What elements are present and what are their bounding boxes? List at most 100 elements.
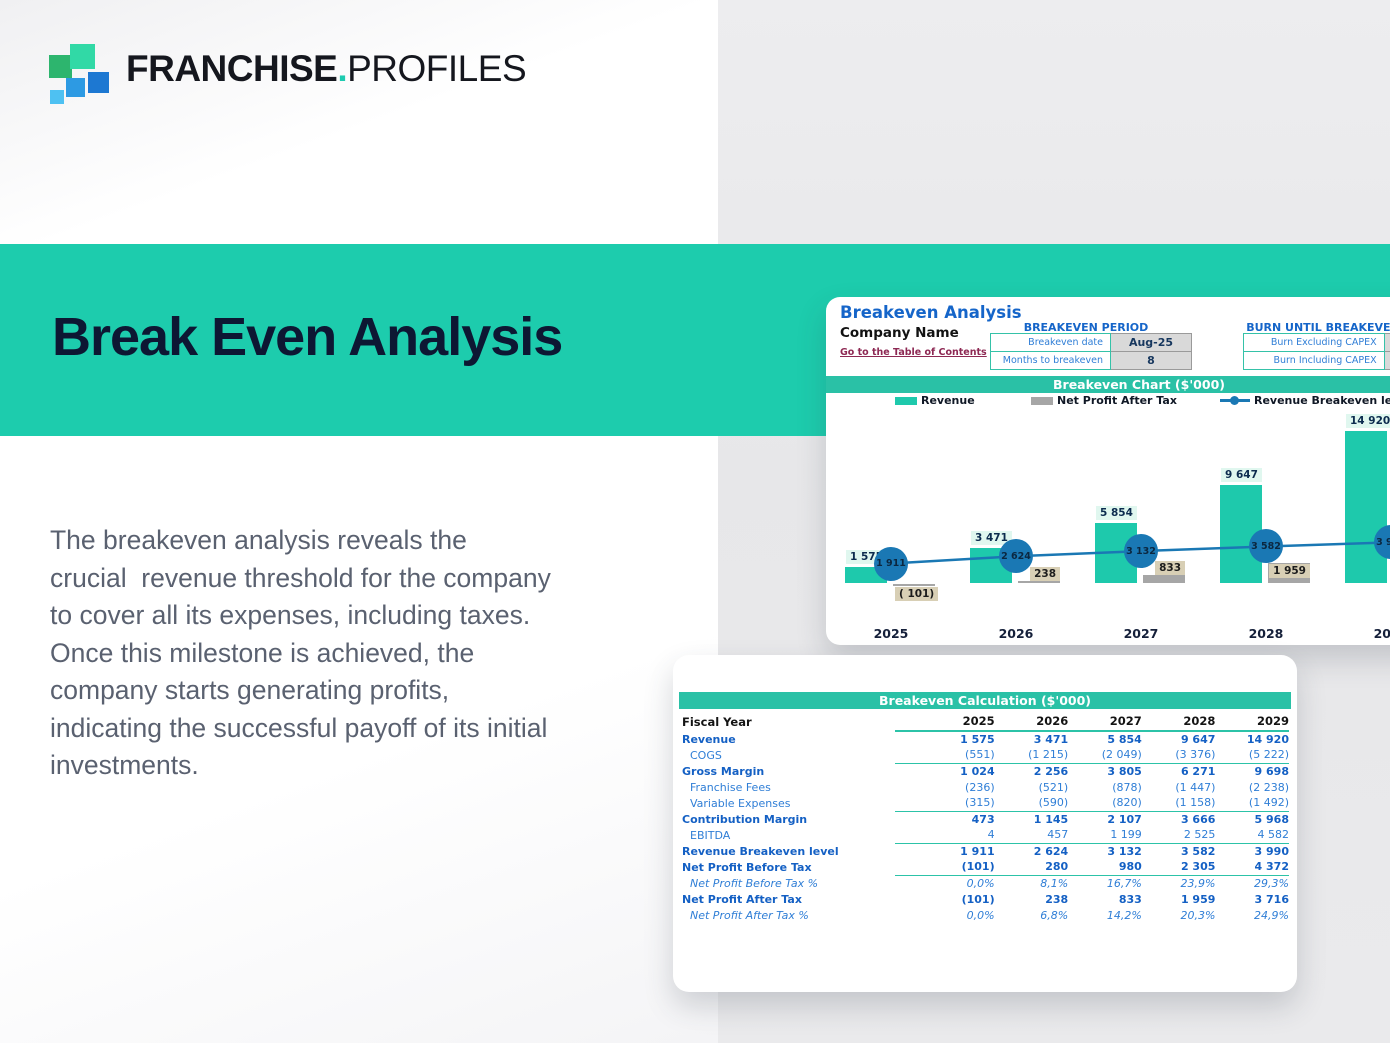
calc-row-net-profit-before-tax--value-1: 8,1% <box>1040 876 1069 890</box>
fiscal-year-header-value-0: 2025 <box>962 713 995 728</box>
calc-row-revenue: Revenue 1 575 3 471 5 854 9 647 14 920 <box>681 731 1289 747</box>
calc-row-franchise-fees-value-1: (521) <box>1038 780 1069 794</box>
calc-row-net-profit-before-tax--label: Net Profit Before Tax % <box>690 876 819 890</box>
calc-row-ebitda-label: EBITDA <box>690 828 731 842</box>
calc-row-contribution-margin-value-3: 3 666 <box>1180 812 1216 826</box>
calc-row-net-profit-before-tax-value-3: 2 305 <box>1180 860 1216 873</box>
calc-row-variable-expenses-value-0: (315) <box>965 796 995 809</box>
burn-heading: BURN UNTIL BREAKEVEN <box>1246 321 1390 334</box>
legend-revenue-swatch-icon <box>895 396 917 405</box>
calc-row-variable-expenses-value-2: (820) <box>1112 796 1142 809</box>
calc-row-revenue-value-0: 1 575 <box>960 732 995 746</box>
calc-row-cogs-label: COGS <box>690 748 722 762</box>
x-axis-label-2025: 2025 <box>873 626 909 641</box>
burn-including-capex-value <box>1383 351 1390 370</box>
x-axis-label-2029: 2029 <box>1373 626 1390 641</box>
calc-row-franchise-fees-value-3: (1 447) <box>1175 780 1216 794</box>
company-name: Company Name <box>840 325 959 341</box>
logo-square-blue-icon <box>88 72 109 93</box>
calc-row-contribution-margin-label: Contribution Margin <box>682 812 808 826</box>
calc-row-revenue-breakeven-level-value-4: 3 990 <box>1254 844 1289 858</box>
breakeven-marker-2028: 3 582 <box>1249 529 1283 564</box>
brand-name: FRANCHISE.PROFILES <box>126 48 527 90</box>
x-axis-label-2028: 2028 <box>1248 626 1284 641</box>
breakeven-date-value: Aug-25 <box>1110 333 1192 352</box>
calc-row-variable-expenses: Variable Expenses (315) (590) (820) (1 158) (… <box>681 795 1289 812</box>
calc-row-gross-margin-value-0: 1 024 <box>960 764 995 778</box>
calc-row-net-profit-after-tax-: Net Profit After Tax % 0,0% 6,8% 14,2% 20,3%… <box>681 907 1289 923</box>
calc-row-ebitda-value-1: 457 <box>1047 828 1069 841</box>
chart-band-title: Breakeven Chart ($'000) <box>826 376 1390 393</box>
calc-row-franchise-fees-value-0: (236) <box>965 780 995 794</box>
background-left <box>0 0 718 1043</box>
npat-label-2027: 833 <box>1155 561 1185 575</box>
calc-row-net-profit-before-tax: Net Profit Before Tax (101) 280 980 2 305 4 3… <box>681 859 1289 876</box>
fiscal-year-header-label: Fiscal Year <box>682 714 752 729</box>
months-to-breakeven-label: Months to breakeven <box>990 351 1111 370</box>
legend-breakeven-line-icon <box>1220 396 1250 405</box>
calc-row-gross-margin-value-3: 6 271 <box>1180 764 1216 778</box>
calc-row-net-profit-after-tax--value-3: 20,3% <box>1180 908 1216 922</box>
calc-row-revenue-breakeven-level-value-3: 3 582 <box>1180 844 1216 858</box>
calc-row-revenue-breakeven-level-value-2: 3 132 <box>1107 844 1142 858</box>
calc-row-ebitda-value-2: 1 199 <box>1110 828 1142 841</box>
calc-row-variable-expenses-value-3: (1 158) <box>1175 796 1216 809</box>
calc-row-revenue-breakeven-level-value-1: 2 624 <box>1033 844 1069 858</box>
fiscal-year-header-value-4: 2029 <box>1256 713 1289 728</box>
calc-row-net-profit-before-tax-label: Net Profit Before Tax <box>682 860 812 874</box>
calc-row-revenue-value-2: 5 854 <box>1107 732 1142 746</box>
calc-row-net-profit-before-tax-: Net Profit Before Tax % 0,0% 8,1% 16,7% 23,9… <box>681 875 1289 891</box>
burn-excluding-capex-label: Burn Excluding CAPEX <box>1243 333 1385 352</box>
logo-square-mint-icon <box>70 44 95 69</box>
calc-row-contribution-margin-value-2: 2 107 <box>1107 812 1142 826</box>
breakeven-marker-2029: 3 990 <box>1374 525 1390 560</box>
table-of-contents-link[interactable]: Go to the Table of Contents <box>840 347 987 358</box>
logo-square-sky-icon <box>50 90 64 104</box>
calc-row-gross-margin-value-4: 9 698 <box>1254 764 1289 778</box>
breakeven-period-heading: BREAKEVEN PERIOD <box>1023 321 1149 334</box>
calc-row-contribution-margin: Contribution Margin 473 1 145 2 107 3 666 5 9… <box>681 811 1289 827</box>
page-description: The breakeven analysis reveals the cruci… <box>50 525 551 780</box>
calc-row-revenue-value-1: 3 471 <box>1033 732 1069 746</box>
calc-row-ebitda: EBITDA 4 457 1 199 2 525 4 582 <box>681 827 1290 844</box>
brand-name-light: PROFILES <box>347 48 527 89</box>
breakeven-marker-2025: 1 911 <box>874 546 908 581</box>
calc-row-gross-margin-value-1: 2 256 <box>1033 764 1069 778</box>
fiscal-year-header-value-3: 2028 <box>1183 713 1216 728</box>
logo-square-midblue-icon <box>66 78 85 97</box>
calc-row-ebitda-value-4: 4 582 <box>1257 828 1290 841</box>
calc-row-net-profit-before-tax-value-4: 4 372 <box>1254 860 1289 873</box>
legend-npat-label: Net Profit After Tax <box>1057 394 1177 407</box>
calc-row-contribution-margin-value-0: 473 <box>971 812 995 826</box>
calc-row-net-profit-after-tax-label: Net Profit After Tax <box>682 892 802 906</box>
calc-row-revenue-breakeven-level-label: Revenue Breakeven level <box>682 844 839 858</box>
brand-logo: FRANCHISE.PROFILES <box>0 0 600 130</box>
months-to-breakeven-value: 8 <box>1110 351 1192 370</box>
calc-row-net-profit-before-tax-value-2: 980 <box>1118 860 1142 873</box>
calc-row-cogs-value-1: (1 215) <box>1028 748 1069 761</box>
chart-plot: 1 575( 101) 2025 3 471 238 2026 5 854 833 2027 9… <box>826 297 1390 645</box>
chart-legend: Revenue Net Profit After Tax Revenue Bre… <box>826 394 1390 408</box>
logo-square-green-icon <box>49 55 72 78</box>
calc-row-net-profit-before-tax--value-3: 23,9% <box>1180 876 1216 890</box>
legend-npat-swatch-icon <box>1031 396 1053 405</box>
revenue-label-2027: 5 854 <box>1096 506 1137 520</box>
calc-row-variable-expenses-label: Variable Expenses <box>690 796 791 810</box>
calc-row-franchise-fees-value-2: (878) <box>1112 780 1142 794</box>
calc-row-contribution-margin-value-1: 1 145 <box>1033 812 1069 826</box>
calc-row-net-profit-after-tax-value-3: 1 959 <box>1180 892 1216 906</box>
calc-row-cogs-value-0: (551) <box>965 748 995 761</box>
page-title: Break Even Analysis <box>52 307 563 367</box>
calc-row-gross-margin-value-2: 3 805 <box>1107 764 1142 778</box>
breakeven-chart-card: Breakeven Analysis Company Name Go to th… <box>826 297 1390 645</box>
calc-row-variable-expenses-value-4: (1 492) <box>1248 796 1289 809</box>
npat-bar-2027 <box>1143 575 1185 583</box>
revenue-label-2028: 9 647 <box>1221 468 1262 482</box>
calc-row-net-profit-before-tax--value-0: 0,0% <box>966 876 995 890</box>
calc-row-cogs-value-4: (5 222) <box>1248 748 1289 761</box>
calc-row-contribution-margin-value-4: 5 968 <box>1254 812 1289 826</box>
calc-row-net-profit-after-tax-value-4: 3 716 <box>1254 892 1289 906</box>
breakeven-marker-2026: 2 624 <box>999 539 1033 574</box>
fiscal-year-header-value-2: 2027 <box>1109 713 1142 728</box>
breakeven-marker-2027: 3 132 <box>1124 534 1158 569</box>
